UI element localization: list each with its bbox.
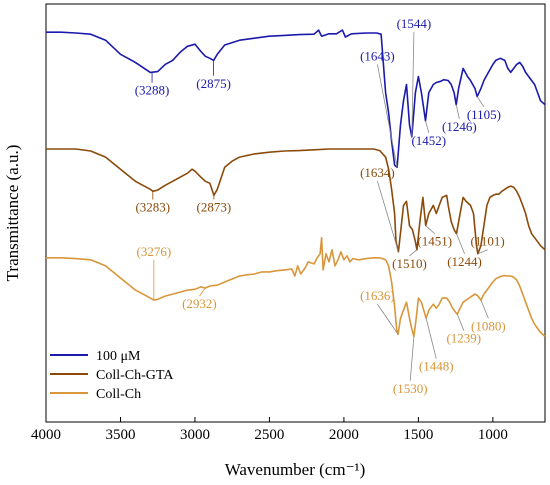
peak-leader-line	[425, 318, 437, 359]
peak-label: (1634)	[360, 165, 395, 180]
peak-leader-line	[377, 64, 398, 168]
peak-leader-line	[456, 314, 465, 331]
peak-leader-line	[411, 32, 415, 137]
peak-label: (1530)	[393, 381, 428, 396]
peak-label: (1239)	[446, 330, 481, 345]
series-layer	[46, 29, 546, 338]
peak-leader-line	[377, 303, 399, 335]
x-tick-label: 4000	[31, 427, 61, 443]
peak-label: (2932)	[182, 296, 217, 311]
y-axis-label: Transmittance (a.u.)	[3, 145, 22, 282]
peak-leader-line	[480, 299, 489, 319]
x-axis: 4000 3500 3000 2500 2000 1500 1000	[31, 417, 508, 443]
peak-label: (1643)	[360, 48, 395, 63]
x-tick-label: 1500	[403, 427, 433, 443]
peak-leader-line	[409, 336, 415, 381]
x-tick-label: 1000	[478, 427, 508, 443]
peak-label: (1636)	[360, 288, 395, 303]
peak-leader-line	[476, 96, 485, 108]
peak-leader-line	[377, 181, 399, 252]
legend: 100 μM Coll-Ch-GTA Coll-Ch	[50, 349, 174, 402]
x-tick-label: 3000	[180, 427, 210, 443]
peak-leader-line	[409, 249, 418, 257]
legend-label: 100 μM	[96, 349, 141, 364]
peak-leader-line	[455, 104, 460, 119]
series-line	[46, 236, 546, 338]
peak-leader-line	[456, 233, 465, 255]
plot-area-frame	[45, 3, 546, 423]
peak-label: (2873)	[197, 199, 232, 214]
peak-label: (3288)	[135, 83, 170, 98]
peak-label: (1105)	[467, 107, 501, 122]
peak-leader-line	[199, 287, 206, 297]
series-line	[46, 148, 546, 255]
peak-label: (1448)	[419, 359, 454, 374]
x-tick-label: 3500	[105, 427, 135, 443]
legend-label: Coll-Ch-GTA	[96, 368, 174, 383]
peak-label: (3276)	[137, 244, 172, 259]
peak-label: (1080)	[471, 318, 506, 333]
series-line	[46, 29, 546, 168]
peak-label: (1510)	[392, 256, 427, 271]
legend-label: Coll-Ch	[96, 387, 141, 402]
peak-label: (1244)	[447, 254, 482, 269]
x-tick-label: 2500	[254, 427, 284, 443]
peak-leader-line	[477, 249, 488, 255]
peak-label: (3283)	[135, 199, 170, 214]
peak-label: (1452)	[411, 133, 446, 148]
peak-label: (2875)	[196, 76, 231, 91]
peak-leader-line	[425, 120, 430, 134]
x-axis-label: Wavenumber (cm⁻¹)	[225, 460, 366, 479]
peak-leader-line	[425, 225, 436, 235]
peak-label: (1544)	[397, 16, 432, 31]
peak-label: (1451)	[417, 234, 452, 249]
peak-label: (1246)	[442, 119, 477, 134]
x-tick-label: 2000	[329, 427, 359, 443]
annotation-layer: (3288) (2875)(1544)(1643)(1452)(1246)(110…	[135, 16, 506, 396]
peak-label: (1101)	[471, 234, 505, 249]
